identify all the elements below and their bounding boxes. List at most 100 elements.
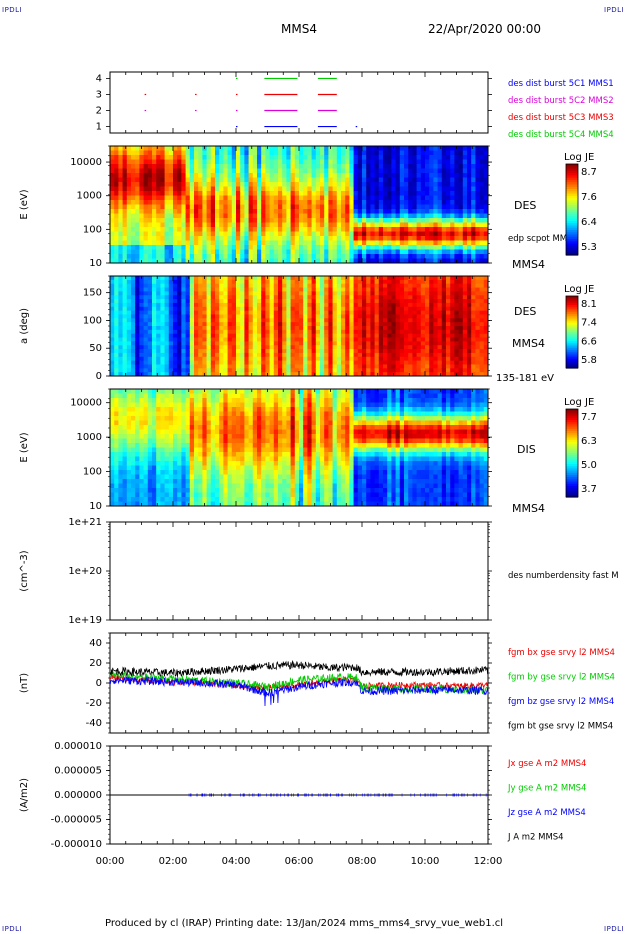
spectrogram-cell [408, 186, 413, 192]
spectrogram-cell [257, 146, 262, 151]
spectrogram-cell [265, 306, 271, 312]
spectrogram-cell [240, 306, 245, 312]
spectrogram-cell [345, 155, 350, 160]
spectrogram-cell [278, 146, 283, 151]
spectrogram-cell [206, 240, 212, 246]
spectrogram-cell [458, 236, 464, 241]
spectrogram-cell [471, 186, 476, 192]
spectrogram-cell [231, 356, 237, 362]
spectrogram-cell [177, 276, 182, 281]
spectrogram-cell [353, 333, 359, 339]
spectrogram-cell [462, 372, 468, 377]
spectrogram-cell [215, 349, 220, 354]
spectrogram-cell [160, 258, 166, 264]
spectrogram-cell [446, 291, 451, 296]
spectrogram-cell [273, 168, 279, 174]
spectrogram-cell [425, 360, 430, 365]
spectrogram-cell [210, 364, 216, 369]
spectrogram-cell [366, 177, 371, 183]
spectrogram-cell [198, 177, 203, 183]
spectrogram-cell [181, 245, 187, 250]
availability-y-label: 2 [96, 106, 102, 117]
spectrogram-cell [349, 310, 355, 315]
spectrogram-cell [160, 356, 166, 362]
spectrogram-cell [139, 287, 145, 292]
spectrogram-cell [131, 295, 136, 300]
spectrogram-cell [412, 333, 418, 339]
spectrogram-cell [420, 372, 426, 377]
spectrogram-cell [194, 173, 199, 178]
spectrogram-cell [139, 155, 145, 160]
spectrogram-cell [370, 322, 376, 327]
spectrogram-cell [441, 245, 447, 250]
spectrogram-cell [315, 213, 321, 219]
spectrogram-cell [244, 182, 250, 187]
spectrogram-cell [454, 236, 460, 241]
spectrogram-cell [147, 360, 153, 365]
spectrogram-cell [131, 218, 136, 223]
spectrogram-cell [206, 368, 212, 373]
spectrogram-cell [378, 360, 384, 365]
spectrogram-cell [429, 306, 434, 312]
spectrogram-cell [349, 279, 355, 285]
spectrogram-cell [429, 349, 434, 354]
spectrogram-cell [122, 360, 128, 365]
spectrogram-cell [294, 218, 300, 223]
spectrogram-cell [173, 213, 178, 219]
spectrogram-cell [353, 146, 359, 151]
spectrogram-cell [206, 254, 212, 259]
spectrogram-cell [181, 218, 187, 223]
spectrogram-cell [223, 364, 229, 369]
spectrogram-cell [160, 306, 166, 312]
spectrogram-cell [320, 318, 325, 323]
spectrogram-cell [483, 245, 489, 250]
spectrogram-cell [278, 291, 283, 296]
spectrogram-cell [139, 164, 145, 169]
spectrogram-cell [299, 177, 304, 183]
spectrogram-cell [324, 276, 329, 281]
spectrogram-cell [244, 299, 250, 304]
spectrogram-cell [286, 352, 292, 358]
spectrogram-cell [383, 283, 388, 289]
spectrogram-cell [404, 349, 409, 354]
spectrogram-cell [164, 236, 170, 241]
spectrogram-cell [269, 333, 275, 339]
spectrogram-cell [236, 276, 241, 281]
spectrogram-cell [240, 204, 245, 210]
spectrogram-cell [479, 204, 485, 210]
spectrogram-cell [374, 287, 380, 292]
spectrogram-cell [446, 368, 451, 373]
spectrogram-cell [135, 258, 140, 264]
spectrogram-cell [265, 231, 271, 237]
spectrogram-cell [118, 310, 124, 315]
spectrogram-cell [345, 341, 350, 346]
spectrogram-cell [467, 364, 472, 369]
spectrogram-cell [441, 302, 447, 308]
spectrogram-cell [353, 276, 359, 281]
spectrogram-cell [416, 318, 422, 323]
spectrogram-cell [475, 209, 481, 214]
spectrogram-cell [278, 341, 283, 346]
spectrogram-cell [126, 182, 132, 187]
spectrogram-cell [395, 177, 401, 183]
spectrogram-cell [437, 146, 443, 151]
spectrogram-cell [336, 364, 342, 369]
spectrogram-cell [471, 364, 476, 369]
spectrogram-cell [311, 306, 317, 312]
spectrogram-cell [353, 222, 359, 228]
spectrogram-cell [299, 159, 304, 165]
spectrogram-cell [252, 291, 258, 296]
spectrogram-cell [320, 329, 325, 335]
spectrogram-cell [471, 254, 476, 259]
spectrogram-cell [240, 283, 245, 289]
spectrogram-cell [168, 302, 174, 308]
spectrogram-cell [114, 222, 119, 228]
spectrogram-cell [320, 337, 325, 342]
spectrogram-cell [261, 249, 266, 255]
spectrogram-cell [458, 279, 464, 285]
spectrogram-cell [282, 291, 287, 296]
spectrogram-cell [177, 322, 182, 327]
spectrogram-cell [429, 159, 434, 165]
spectrogram-cell [341, 150, 346, 156]
spectrogram-cell [374, 164, 380, 169]
